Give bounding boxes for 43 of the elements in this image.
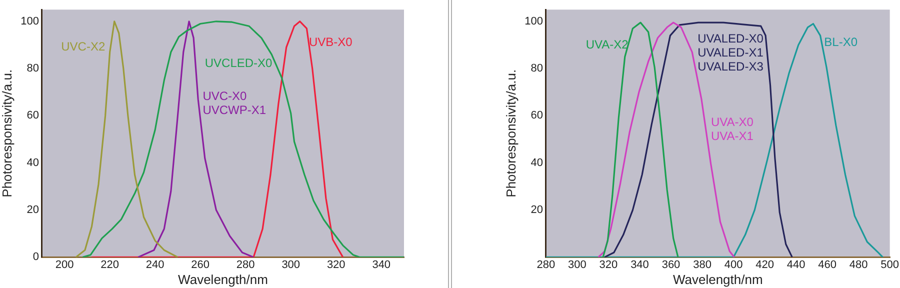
y-tick-label: 80 xyxy=(530,62,543,75)
y-tick-label: 20 xyxy=(26,204,39,216)
x-tick-label: 240 xyxy=(146,258,164,271)
x-tick-label: 380 xyxy=(693,258,712,271)
y-tick-label: 20 xyxy=(530,204,543,216)
x-tick-label: 340 xyxy=(372,258,391,271)
y-tick-label: 100 xyxy=(20,15,39,28)
x-tick-label: 500 xyxy=(880,258,900,271)
series-label: UVA-X0 UVA-X1 xyxy=(711,115,754,144)
x-tick-label: 360 xyxy=(662,258,680,271)
series-label: UVB-X0 xyxy=(308,34,353,49)
x-tick-label: 200 xyxy=(55,258,74,271)
y-tick-label: 40 xyxy=(26,156,39,169)
y-tick-label: 0 xyxy=(32,251,39,264)
series-label: UVALED-X0 UVALED-X1 UVALED-X3 xyxy=(698,31,764,74)
x-tick-label: 280 xyxy=(236,258,255,271)
x-tick-label: 420 xyxy=(756,258,774,271)
x-tick-label: 340 xyxy=(630,258,649,271)
series-label: UVA-X2 xyxy=(586,37,629,52)
y-tick-label: 100 xyxy=(524,15,543,28)
x-tick-label: 320 xyxy=(326,258,346,271)
series-label: BL-X0 xyxy=(824,34,858,49)
x-axis-title: Wavelength/nm xyxy=(672,272,763,287)
x-tick-label: 440 xyxy=(786,258,806,271)
y-axis-title: Photoresponsivity/a.u. xyxy=(0,69,14,198)
x-tick-label: 320 xyxy=(599,258,618,271)
y-tick-label: 80 xyxy=(26,62,39,75)
series-label: UVC-X0 UVCWP-X1 xyxy=(202,89,266,118)
x-tick-label: 280 xyxy=(536,258,556,271)
y-axis-title: Photoresponsivity/a.u. xyxy=(503,69,518,198)
series-label: UVCLED-X0 xyxy=(204,56,273,70)
x-tick-label: 300 xyxy=(282,258,300,271)
series-label: UVC-X2 xyxy=(61,40,106,54)
y-tick-label: 60 xyxy=(530,110,543,122)
x-tick-label: 400 xyxy=(724,258,743,271)
x-tick-label: 300 xyxy=(568,258,586,271)
x-tick-label: 460 xyxy=(818,258,836,271)
x-tick-label: 260 xyxy=(191,258,210,271)
x-tick-label: 480 xyxy=(849,258,868,271)
y-tick-label: 60 xyxy=(26,110,39,122)
x-axis-title: Wavelength/nm xyxy=(178,272,268,287)
x-tick-label: 220 xyxy=(100,258,120,271)
y-tick-label: 40 xyxy=(530,156,543,169)
